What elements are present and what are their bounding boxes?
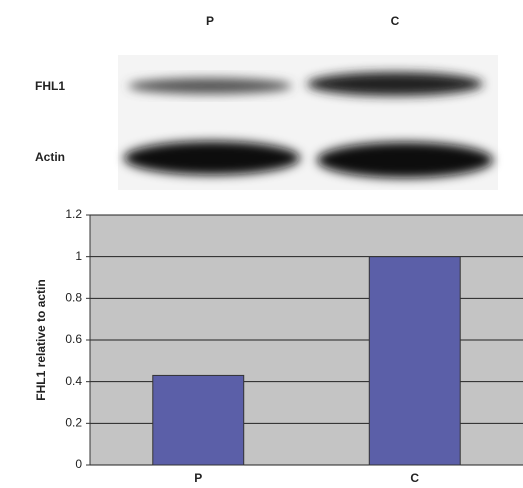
y-axis-label: FHL1 relative to actin [34,279,48,400]
band [124,141,300,175]
row-label: FHL1 [35,79,65,93]
western-blot: P C FHL1 Actin [35,14,498,190]
row-label: Actin [35,150,65,164]
y-tick-label: 1 [75,249,82,263]
lane-label: P [206,14,214,28]
band [317,142,493,178]
lane-label: C [391,14,400,28]
y-tick-label: 0.6 [65,332,82,346]
band [128,78,292,94]
y-tick-label: 0.4 [65,374,82,388]
y-tick-label: 0.2 [65,416,82,430]
band [307,72,483,96]
bar [369,257,460,465]
figure: P C FHL1 Actin FHL1 relative to actin 0 0… [0,0,523,488]
y-tick-label: 0 [75,457,82,471]
x-tick-label: C [410,471,419,485]
x-tick-label: P [194,471,202,485]
y-tick-label: 0.8 [65,291,82,305]
y-tick-label: 1.2 [65,207,82,221]
bar [153,375,244,465]
